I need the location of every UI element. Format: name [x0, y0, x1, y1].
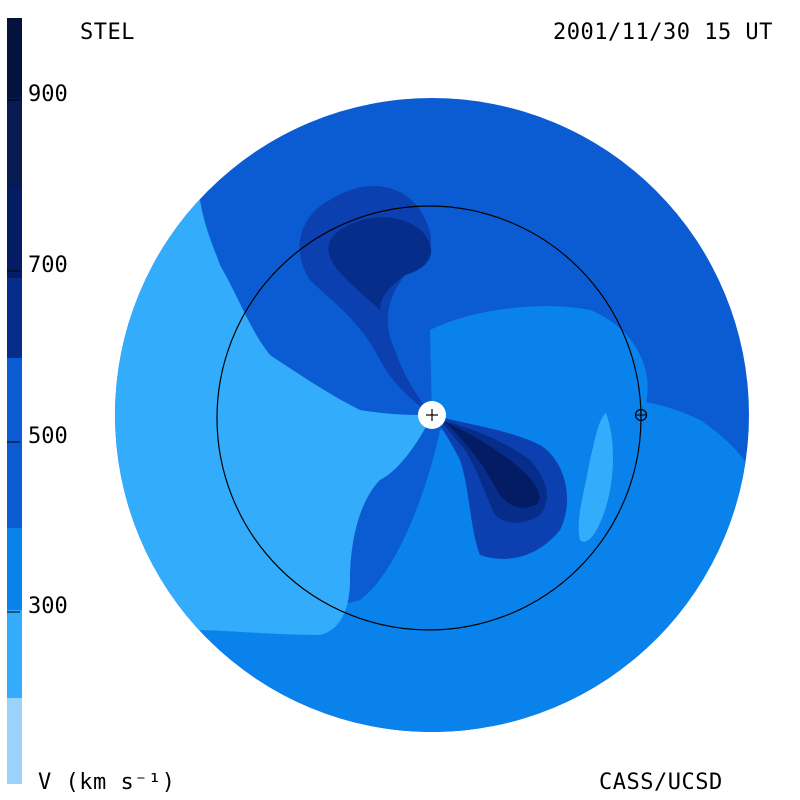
credit-label: CASS/UCSD: [599, 770, 723, 795]
contour-300-east: [578, 413, 614, 542]
colorbar-tick-300: 300: [28, 594, 68, 619]
earth-icon: [634, 408, 648, 422]
contour-800-se: [445, 422, 540, 508]
colorbar-tick-900: 900: [28, 82, 68, 107]
observatory-label: STEL: [80, 20, 135, 45]
timestamp-label: 2001/11/30 15 UT: [553, 20, 773, 45]
unit-label: V (km s⁻¹): [38, 770, 176, 795]
colorbar-ticks: [7, 99, 20, 613]
colorbar-tick-500: 500: [28, 424, 68, 449]
contour-300-west: [115, 200, 432, 635]
contour-700-north: [328, 217, 432, 310]
colorbar-tick-700: 700: [28, 253, 68, 278]
colorbar-bands: [7, 18, 22, 784]
